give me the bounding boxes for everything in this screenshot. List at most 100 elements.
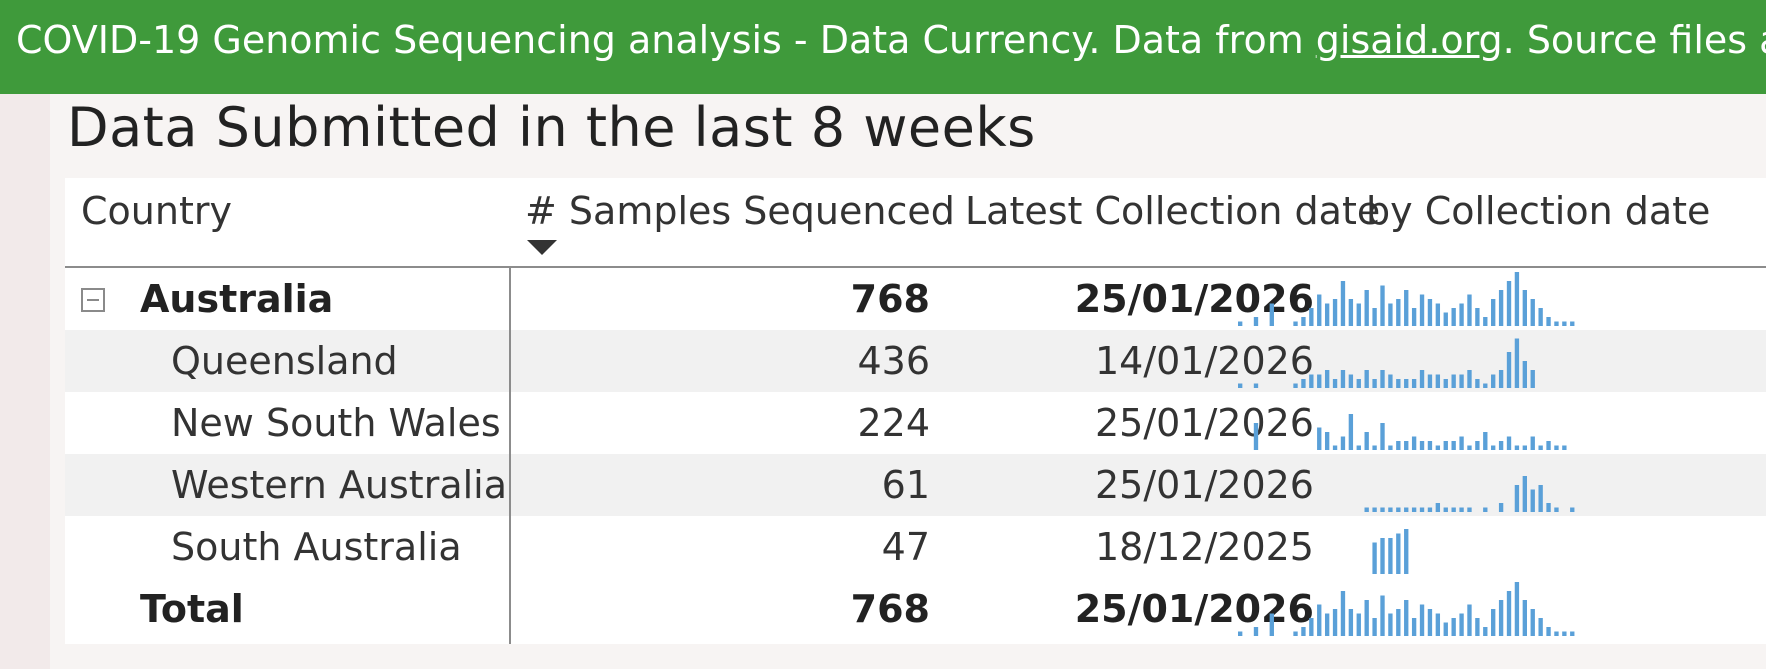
sparkline-bar (1404, 379, 1409, 388)
sparkline-bar (1380, 507, 1385, 512)
sparkline-bar (1364, 600, 1369, 636)
column-header-latest-date[interactable]: Latest Collection date (965, 189, 1381, 233)
sparkline-bar (1404, 441, 1409, 450)
sparkline-bar (1522, 445, 1527, 450)
sparkline-bar (1238, 321, 1243, 326)
sparkline-bar (1301, 627, 1306, 636)
sparkline-bar (1467, 294, 1472, 326)
sparkline-bar (1435, 503, 1441, 512)
sparkline-bar (1269, 303, 1274, 326)
column-header-samples[interactable]: # Samples Sequenced (525, 189, 955, 233)
sparkline-bar (1562, 631, 1567, 636)
sparkline-bar (1443, 379, 1448, 388)
sparkline-bar (1396, 299, 1401, 326)
report-banner: COVID-19 Genomic Sequencing analysis - D… (0, 0, 1766, 94)
row-country: Australia (140, 277, 334, 321)
sparkline-bar (1459, 436, 1464, 450)
table-row-australia[interactable]: Australia 768 25/01/2026 (65, 268, 1766, 330)
row-country: Queensland (171, 339, 398, 383)
matrix-table: Country # Samples Sequenced Latest Colle… (65, 178, 1766, 644)
sparkline-bar (1419, 370, 1425, 388)
sparkline-bar (1514, 338, 1520, 388)
row-samples: 61 (881, 463, 930, 507)
sparkline-bar (1348, 299, 1354, 326)
sparkline-bar (1427, 374, 1433, 388)
sparkline-bar (1498, 290, 1504, 326)
table-row-new-south-wales[interactable]: New South Wales 224 25/01/2026 (65, 392, 1766, 454)
sparkline-bar (1443, 312, 1448, 326)
sparkline-bar (1546, 317, 1551, 326)
row-country: Western Australia (171, 463, 508, 507)
row-latest-date: 25/01/2026 (1094, 463, 1314, 507)
sparkline-bar (1451, 308, 1456, 326)
sparkline (1364, 476, 1575, 512)
sparkline-bar (1411, 618, 1417, 636)
sparkline-bar (1491, 374, 1496, 388)
sparkline-bar (1475, 618, 1480, 636)
sparkline-bar (1467, 604, 1472, 636)
sparkline-bar (1348, 609, 1354, 636)
sparkline-bar (1506, 352, 1512, 388)
sparkline-bar (1317, 427, 1322, 450)
sparkline-bar (1459, 613, 1464, 636)
sparkline-bar (1554, 631, 1559, 636)
sparkline-bar (1388, 445, 1393, 450)
sparkline-bar (1419, 441, 1425, 450)
sparkline-bar (1443, 507, 1448, 512)
collapse-icon[interactable] (81, 288, 105, 312)
row-latest-date: 18/12/2025 (1094, 525, 1314, 569)
sparkline-bar (1467, 445, 1472, 450)
sparkline-bar (1514, 445, 1520, 450)
sparkline-bar (1570, 321, 1575, 326)
sparkline-bar (1562, 321, 1567, 326)
column-header-country[interactable]: Country (81, 189, 232, 233)
header-divider (65, 266, 1766, 268)
sparkline-bar (1372, 618, 1377, 636)
sparkline-bar (1317, 604, 1322, 636)
sparkline-bar (1301, 317, 1306, 326)
sparkline-bar (1396, 609, 1401, 636)
banner-text: COVID-19 Genomic Sequencing analysis - D… (16, 18, 1316, 62)
sparkline-bar (1269, 613, 1274, 636)
sparkline-bar (1435, 613, 1441, 636)
sparkline-bar (1483, 627, 1488, 636)
sparkline-bar (1396, 441, 1401, 450)
sparkline (1372, 529, 1409, 574)
sparkline-bar (1388, 374, 1393, 388)
sparkline-bar (1364, 507, 1369, 512)
gisaid-link[interactable]: gisaid.org (1315, 18, 1503, 62)
sparkline (1238, 272, 1575, 326)
table-row-queensland[interactable]: Queensland 436 14/01/2026 (65, 330, 1766, 392)
sparkline-bar (1340, 436, 1346, 450)
sparkline-bar (1427, 299, 1433, 326)
table-row-western-australia[interactable]: Western Australia 61 25/01/2026 (65, 454, 1766, 516)
sparkline-bar (1498, 503, 1504, 512)
sparkline-bar (1459, 303, 1464, 326)
sparkline-bar (1309, 374, 1314, 388)
sparkline-bar (1435, 445, 1441, 450)
sparkline-bar (1475, 441, 1480, 450)
sparkline-bar (1467, 370, 1472, 388)
sparkline-bar (1538, 485, 1543, 512)
total-samples: 768 (850, 587, 930, 631)
sparkline-bar (1554, 445, 1559, 450)
sparkline-bar (1530, 370, 1535, 388)
row-latest-date: 14/01/2026 (1094, 339, 1314, 383)
column-header-by-collection-date[interactable]: by Collection date (1366, 189, 1711, 233)
sparkline-bar (1293, 631, 1298, 636)
sparkline-bar (1514, 272, 1520, 326)
sort-descending-icon[interactable] (527, 240, 557, 255)
row-samples: 768 (850, 277, 930, 321)
sparkline-bar (1388, 613, 1393, 636)
row-samples: 436 (857, 339, 930, 383)
sparkline-bar (1538, 445, 1543, 450)
sparkline-bar (1522, 361, 1527, 388)
sparkline-bar (1419, 507, 1425, 512)
table-row-south-australia[interactable]: South Australia 47 18/12/2025 (65, 516, 1766, 578)
sparkline-bar (1340, 591, 1346, 636)
sparkline-bar (1419, 294, 1425, 326)
sparkline-bar (1372, 542, 1377, 574)
sparkline-bar (1506, 281, 1512, 326)
sparkline-bar (1404, 507, 1409, 512)
sparkline-bar (1522, 290, 1527, 326)
